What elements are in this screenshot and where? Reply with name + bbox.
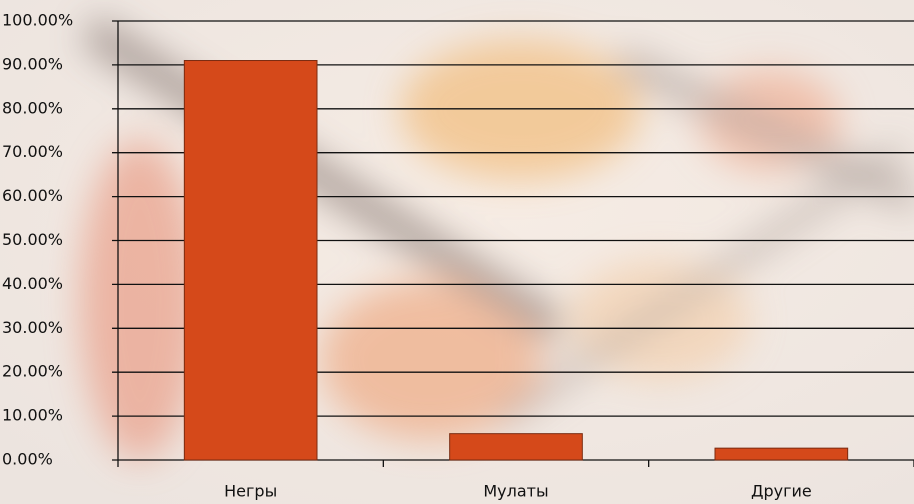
y-tick-label: 30.00%: [2, 318, 63, 337]
bar: [184, 61, 317, 460]
chart: 0.00% 10.00% 20.00% 30.00% 40.00% 50.00% 60.00…: [0, 0, 914, 504]
y-tick-label: 50.00%: [2, 230, 63, 249]
y-tick-label: 20.00%: [2, 362, 63, 381]
y-tick-label: 10.00%: [2, 406, 63, 425]
x-tick-label: Другие: [751, 482, 812, 501]
bar: [715, 448, 848, 460]
bar: [450, 434, 583, 460]
y-tick-label: 80.00%: [2, 98, 63, 117]
x-tick-label: Мулаты: [483, 482, 548, 501]
y-tick-label: 60.00%: [2, 186, 63, 205]
y-tick-label: 0.00%: [2, 450, 53, 469]
x-tick-label: Негры: [224, 482, 277, 501]
page: 0.00% 10.00% 20.00% 30.00% 40.00% 50.00% 60.00…: [0, 0, 914, 504]
y-tick-label: 100.00%: [2, 11, 73, 30]
y-tick-label: 70.00%: [2, 142, 63, 161]
y-tick-label: 40.00%: [2, 274, 63, 293]
y-tick-label: 90.00%: [2, 54, 63, 73]
